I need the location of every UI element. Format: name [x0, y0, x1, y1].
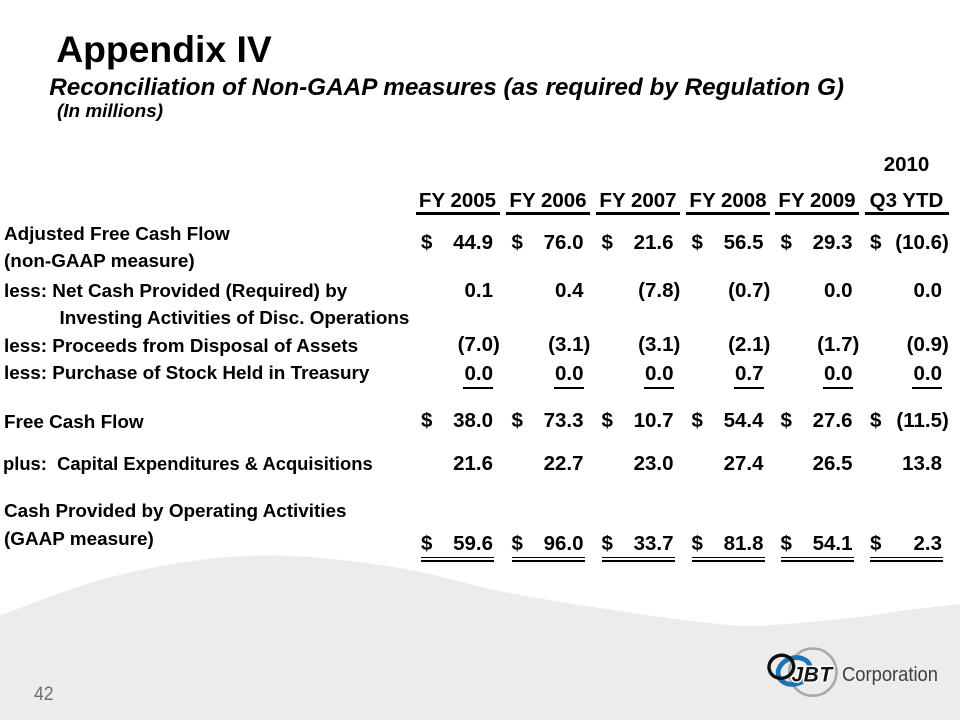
svg-text:JBT: JBT	[792, 663, 835, 686]
svg-text:Corporation: Corporation	[842, 664, 938, 686]
